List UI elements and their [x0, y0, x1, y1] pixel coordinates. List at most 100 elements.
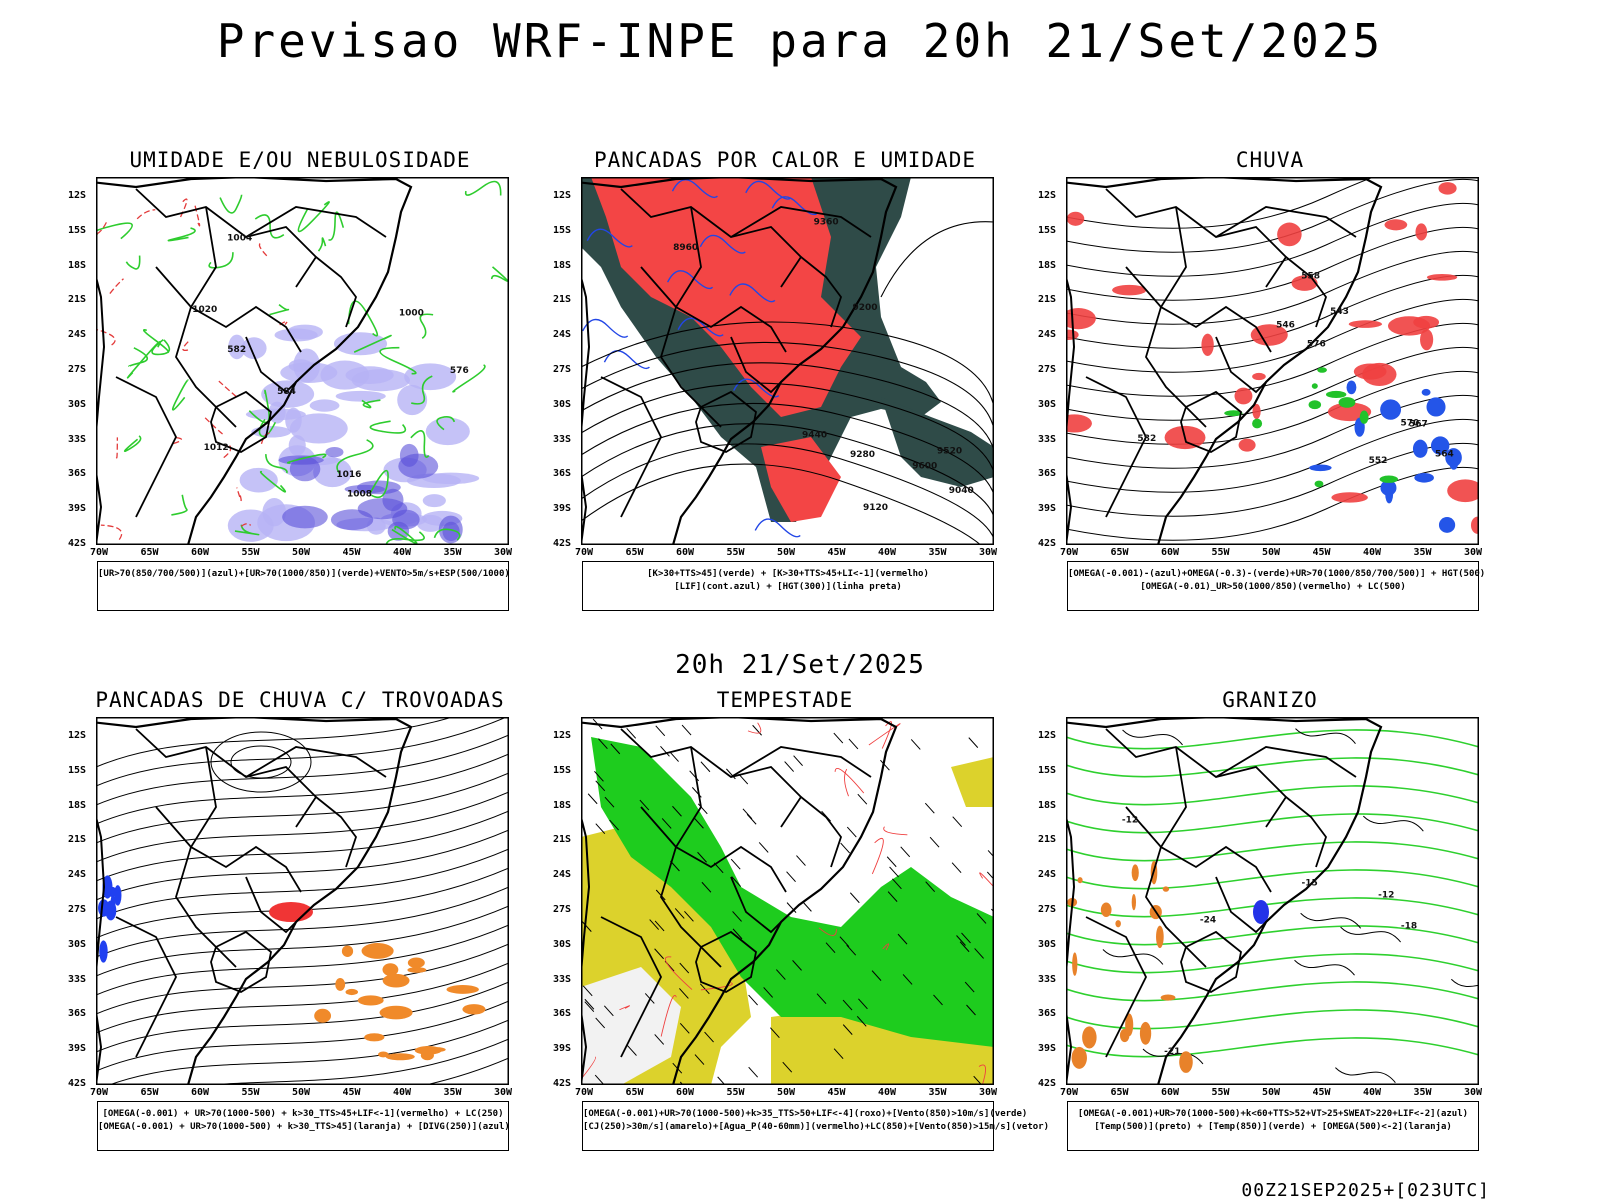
panel-2-legend-line-1: [K>30+TTS>45](verde) + [K>30+TTS>45+LI<-… [647, 569, 929, 579]
panel-4-legend-line-2: [OMEGA(-0.001) + UR>70(1000-500) + k>30_… [98, 1122, 510, 1132]
latitude-label: 12S [1038, 730, 1057, 741]
latitude-label: 30S [553, 398, 572, 410]
latitude-label: 24S [553, 869, 572, 881]
latitude-label: 27S [553, 364, 572, 375]
contour-label: 8960 [673, 243, 698, 253]
panel-1-legend: [UR>70(850/700/500)](azul)+[UR>70(1000/8… [97, 561, 510, 611]
latitude-label: 21S [553, 294, 572, 306]
panel-5-legend-line-1: [OMEGA(-0.001)+UR>70(1000-500)+k>35_TTS>… [583, 1109, 1028, 1119]
thunderstorm-showers-map [96, 717, 509, 1085]
longitude-label: 35W [1413, 547, 1432, 558]
panel-6-legend: [OMEGA(-0.001)+UR>70(1000-500)+k<60+TTS>… [1067, 1101, 1479, 1151]
panel-4-title: PANCADAS DE CHUVA C/ TROVOADAS [95, 688, 505, 712]
longitude-label: 30W [1464, 1087, 1483, 1098]
latitude-label: 21S [553, 834, 572, 846]
longitude-label: 45W [1312, 547, 1331, 558]
latitude-label: 33S [1038, 433, 1057, 445]
latitude-label: 30S [553, 938, 572, 950]
panel-5-legend-line-2: [CJ(250)>30m/s](amarelo)+[Agua_P(40-60mm… [583, 1122, 1049, 1132]
latitude-label: 39S [1038, 1043, 1057, 1055]
panel-5-legend: [OMEGA(-0.001)+UR>70(1000-500)+k>35_TTS>… [582, 1101, 1049, 1151]
contour-label: 1016 [336, 470, 361, 480]
longitude-label: 65W [140, 1087, 159, 1098]
contour-label: 567 [1409, 420, 1428, 430]
latitude-label: 42S [1038, 538, 1057, 549]
contour-label: -15 [1302, 879, 1318, 889]
latitude-label: 24S [68, 329, 87, 341]
latitude-label: 39S [1038, 503, 1057, 515]
longitude-label: 60W [676, 547, 695, 558]
longitude-label: 40W [878, 547, 897, 558]
longitude-label: 35W [928, 547, 947, 558]
longitude-label: 55W [241, 547, 260, 558]
contour-label: 546 [1276, 320, 1295, 330]
contour-label: 582 [1137, 434, 1156, 444]
latitude-label: 42S [68, 1078, 87, 1089]
latitude-label: 42S [1038, 1078, 1057, 1089]
latitude-label: 21S [1038, 294, 1057, 306]
panel-4-legend: [OMEGA(-0.001) + UR>70(1000-500) + k>30_… [97, 1101, 510, 1151]
contour-label: 9600 [912, 462, 937, 472]
longitude-label: 45W [342, 1087, 361, 1098]
latitude-label: 24S [68, 869, 87, 881]
latitude-label: 18S [553, 259, 572, 271]
longitude-label: 55W [726, 1087, 745, 1098]
run-stamp: 00Z21SEP2025+[023UTC] [1241, 1180, 1490, 1201]
contour-label: 9520 [937, 446, 962, 456]
latitude-label: 24S [553, 329, 572, 341]
contour-label: 1008 [347, 489, 372, 499]
longitude-label: 30W [494, 1087, 513, 1098]
longitude-label: 45W [1312, 1087, 1331, 1098]
latitude-label: 33S [1038, 973, 1057, 985]
contour-label: 9440 [802, 431, 827, 441]
hail-map: -12 -15 -18 -21 -24 -12 [1066, 717, 1479, 1085]
latitude-label: 33S [68, 433, 87, 445]
panel-2-title: PANCADAS POR CALOR E UMIDADE [593, 148, 976, 172]
longitude-label: 35W [1413, 1087, 1432, 1098]
contour-label: 9360 [814, 217, 839, 227]
storm-map [581, 717, 994, 1085]
main-title: Previsao WRF-INPE para 20h 21/Set/2025 [216, 14, 1384, 68]
longitude-label: 65W [625, 1087, 644, 1098]
contour-label: 576 [450, 366, 469, 376]
latitude-label: 36S [68, 468, 87, 480]
latitude-label: 36S [553, 1008, 572, 1020]
latitude-label: 42S [68, 538, 87, 549]
contour-label: 570 [1401, 418, 1420, 428]
contour-label: -21 [1164, 1047, 1180, 1057]
longitude-label: 60W [191, 547, 210, 558]
panel-3-legend-line-2: [OMEGA(-0.01)_UR>50(1000/850)(vermelho) … [1140, 582, 1406, 592]
panel-6-title: GRANIZO [1222, 688, 1318, 712]
contour-label: 564 [1435, 450, 1454, 460]
panel-1-title: UMIDADE E/OU NEBULOSIDADE [129, 148, 471, 172]
longitude-label: 60W [191, 1087, 210, 1098]
contour-label: 576 [1307, 339, 1326, 349]
latitude-label: 30S [68, 398, 87, 410]
contour-label: -18 [1401, 922, 1417, 932]
longitude-label: 55W [241, 1087, 260, 1098]
latitude-label: 39S [553, 1043, 572, 1055]
latitude-label: 33S [553, 433, 572, 445]
latitude-label: 42S [553, 1078, 572, 1089]
panel-3-title: CHUVA [1235, 148, 1305, 172]
longitude-label: 60W [1161, 547, 1180, 558]
rain-map: 582 576 570 564 558 552 546 543 567 [1066, 177, 1479, 545]
longitude-label: 70W [1060, 1087, 1079, 1098]
latitude-label: 15S [68, 764, 87, 776]
longitude-label: 55W [726, 547, 745, 558]
longitude-label: 30W [979, 1087, 998, 1098]
contour-label: 1020 [192, 305, 217, 315]
latitude-label: 39S [68, 1043, 87, 1055]
latitude-label: 30S [1038, 938, 1057, 950]
latitude-label: 24S [1038, 869, 1057, 881]
contour-label: -12 [1122, 815, 1138, 825]
panel-5-title: TEMPESTADE [716, 688, 854, 712]
latitude-label: 36S [68, 1008, 87, 1020]
longitude-label: 45W [827, 1087, 846, 1098]
longitude-label: 60W [676, 1087, 695, 1098]
longitude-label: 50W [1262, 547, 1281, 558]
latitude-label: 27S [553, 904, 572, 915]
longitude-label: 45W [342, 547, 361, 558]
longitude-label: 60W [1161, 1087, 1180, 1098]
